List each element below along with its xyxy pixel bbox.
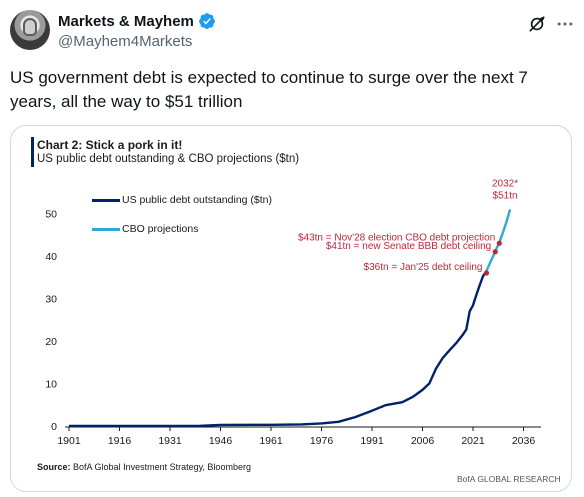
annotation-value-51tn: $51tn bbox=[493, 190, 518, 201]
tweet-media-chart[interactable]: Chart 2: Stick a pork in it! US public d… bbox=[10, 125, 572, 492]
grok-icon[interactable] bbox=[527, 14, 547, 34]
x-tick-label-2: 1931 bbox=[158, 435, 182, 447]
legend-swatch-cbo bbox=[92, 227, 120, 231]
annotation-label-0: $43tn = Nov'28 election CBO debt project… bbox=[298, 232, 495, 243]
y-axis-ticks: 0 10 20 30 40 50 bbox=[45, 209, 57, 434]
x-tick-label-0: 1901 bbox=[57, 435, 81, 447]
series-line-debt bbox=[69, 270, 488, 428]
annotation-dot-0 bbox=[496, 240, 502, 246]
legend-item-debt: US public debt outstanding ($tn) bbox=[92, 194, 272, 206]
y-tick-label-5: 50 bbox=[45, 209, 57, 221]
chart-title: Chart 2: Stick a pork in it! bbox=[37, 138, 183, 152]
x-tick-label-1: 1916 bbox=[108, 435, 132, 447]
chart-source: Source: BofA Global Investment Strategy,… bbox=[37, 462, 251, 472]
legend-label-cbo: CBO projections bbox=[122, 223, 199, 235]
chart-plot: 0 10 20 30 40 50 1901 1916 1931 1946 1961 1976 1991… bbox=[45, 178, 541, 447]
author-avatar[interactable] bbox=[10, 10, 50, 50]
x-tick-label-7: 2006 bbox=[411, 435, 435, 447]
x-axis-ticks: 1901 1916 1931 1946 1961 1976 1991 2006 2021 2036 bbox=[57, 427, 535, 447]
display-name[interactable]: Markets & Mayhem bbox=[58, 12, 194, 30]
legend-swatch-debt bbox=[92, 198, 120, 202]
legend-item-cbo: CBO projections bbox=[92, 223, 198, 235]
y-tick-label-4: 40 bbox=[45, 251, 57, 263]
annotation-year-2032: 2032* bbox=[492, 178, 518, 189]
tweet-text: US government debt is expected to contin… bbox=[10, 68, 528, 111]
source-label: Source: bbox=[37, 462, 71, 472]
legend-label-debt: US public debt outstanding ($tn) bbox=[122, 194, 273, 206]
x-tick-label-8: 2021 bbox=[461, 435, 485, 447]
x-tick-label-3: 1946 bbox=[209, 435, 233, 447]
annotation-dot-1 bbox=[492, 249, 498, 255]
author-block: Markets & Mayhem @Mayhem4Markets bbox=[58, 11, 216, 52]
chart-brand: BofA GLOBAL RESEARCH bbox=[457, 474, 561, 484]
chart-title-accent bbox=[31, 137, 34, 167]
x-tick-label-5: 1976 bbox=[310, 435, 334, 447]
y-tick-label-3: 30 bbox=[45, 294, 57, 306]
x-tick-label-6: 1991 bbox=[360, 435, 384, 447]
source-text: BofA Global Investment Strategy, Bloombe… bbox=[73, 462, 251, 472]
annotation-label-2: $36tn = Jan'25 debt ceiling bbox=[364, 262, 483, 273]
y-tick-label-2: 20 bbox=[45, 336, 57, 348]
x-tick-label-9: 2036 bbox=[512, 435, 536, 447]
author-handle[interactable]: @Mayhem4Markets bbox=[58, 33, 193, 50]
y-tick-label-1: 10 bbox=[45, 379, 57, 391]
x-tick-label-4: 1961 bbox=[259, 435, 283, 447]
name-row: Markets & Mayhem bbox=[58, 11, 216, 31]
robot-head-icon bbox=[23, 18, 37, 36]
more-icon[interactable] bbox=[555, 14, 575, 34]
verified-badge-icon bbox=[199, 13, 215, 30]
y-tick-label-0: 0 bbox=[51, 421, 57, 433]
annotation-dot-2 bbox=[483, 270, 490, 276]
chart-annotations: 2032*$51tn $43tn = Nov'28 election CBO de… bbox=[298, 178, 518, 276]
annotation-label-1: $41tn = new Senate BBB debt ceiling bbox=[326, 241, 491, 252]
chart-subtitle: US public debt outstanding & CBO project… bbox=[37, 153, 300, 165]
